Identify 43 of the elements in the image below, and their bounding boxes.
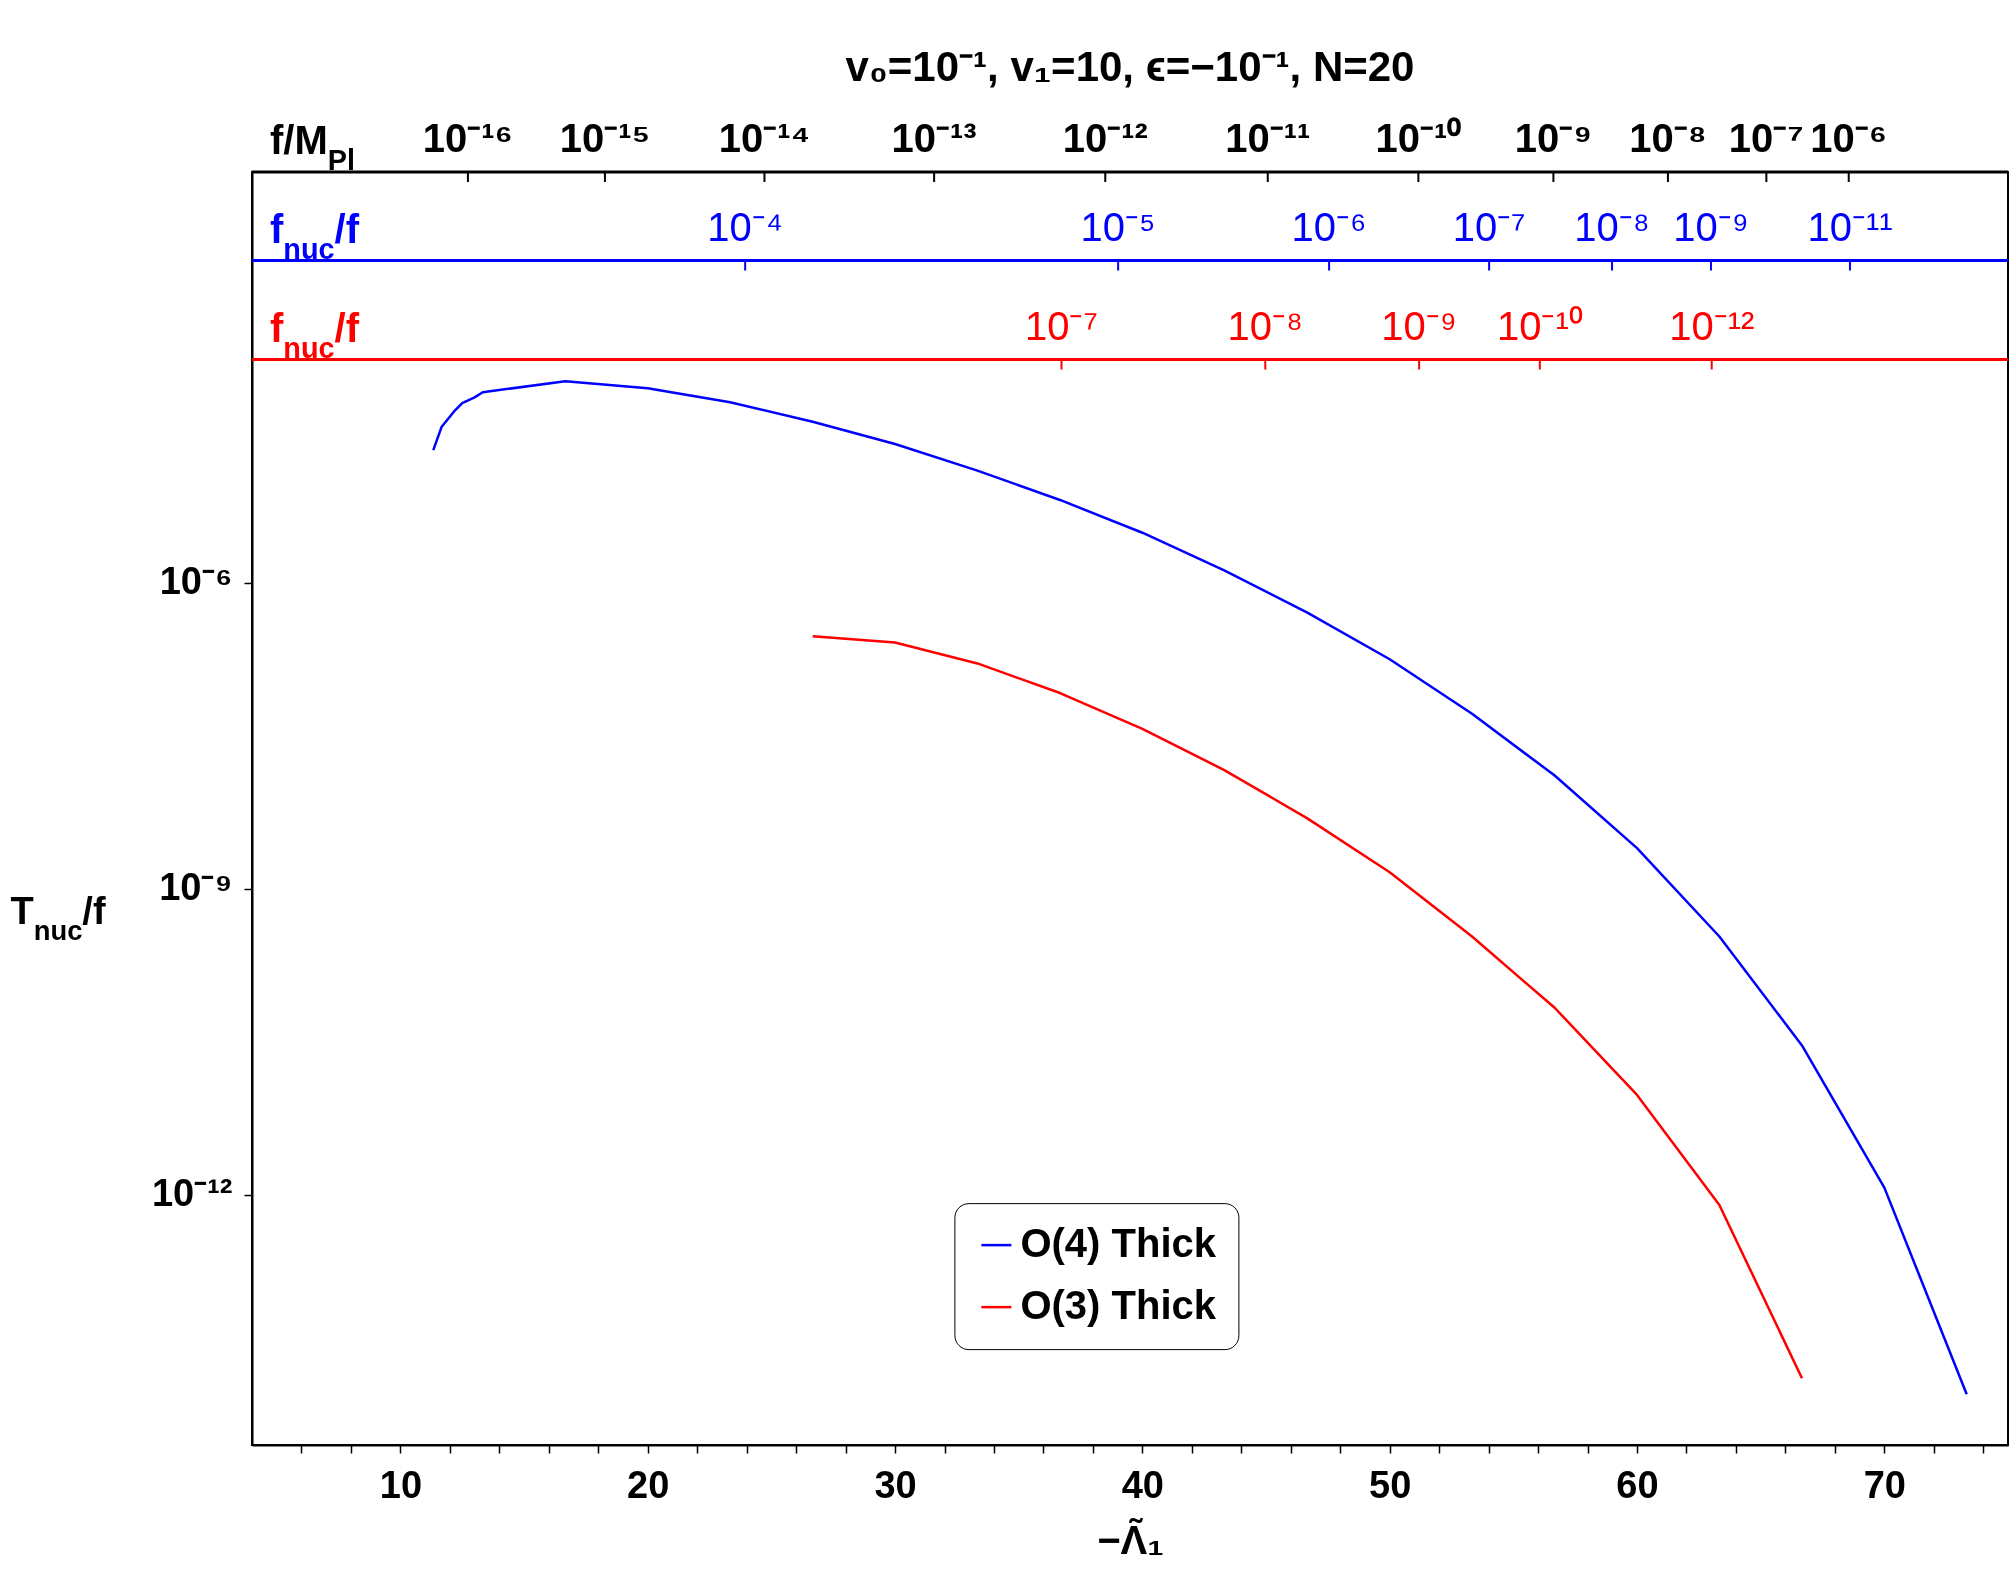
x-tick-label: 70 xyxy=(1863,1463,1906,1506)
annotation: 10⁻⁹ xyxy=(1381,303,1457,348)
x-tick-label: 10 xyxy=(379,1463,423,1506)
annotation: 10⁻¹⁴ xyxy=(718,116,811,160)
line-series xyxy=(432,379,1968,1396)
x-tick-label: 30 xyxy=(874,1463,917,1506)
y-tick-label: 10⁻⁹ xyxy=(159,866,233,909)
chart-title: v₀=10⁻¹, v₁=10, ϵ=−10⁻¹, N=20 xyxy=(845,43,1415,90)
annotation: 10⁻¹¹ xyxy=(1225,116,1311,160)
annotation: 10⁻¹³ xyxy=(891,116,977,160)
annotation: 10⁻¹² xyxy=(1669,303,1755,348)
annotation: 10⁻⁵ xyxy=(1080,204,1156,249)
y-axis-title: T$_{nuc}$/f xyxy=(10,889,106,945)
x-tick-label: 20 xyxy=(627,1463,670,1506)
legend-label: O(3) Thick xyxy=(1020,1283,1217,1328)
y-tick-label: 10⁻¹² xyxy=(151,1172,233,1215)
annotation: 10⁻⁸ xyxy=(1574,204,1650,249)
annotation: 10⁻⁷ xyxy=(1025,303,1098,348)
x-axis-title: −Λ̃₁ xyxy=(1097,1516,1164,1562)
ref-line-label: f$_{nuc}$/f xyxy=(270,305,360,364)
legend-label: O(4) Thick xyxy=(1020,1221,1217,1266)
annotation: 10⁻¹¹ xyxy=(1807,204,1893,249)
annotation: 10⁻⁹ xyxy=(1514,116,1593,160)
annotation: 10⁻⁴ xyxy=(707,204,784,249)
annotation: 10⁻⁷ xyxy=(1452,204,1526,249)
annotation: 10⁻⁹ xyxy=(1673,204,1749,249)
ref-line-label: f$_{nuc}$/f xyxy=(270,206,360,265)
ref-line-label: f/M$_{Pl}$ xyxy=(270,118,355,176)
x-tick-label: 50 xyxy=(1369,1463,1412,1506)
annotation: 10⁻⁶ xyxy=(1291,204,1367,249)
line-series xyxy=(811,634,1804,1380)
annotation: 10⁻¹⁰ xyxy=(1496,303,1583,348)
x-tick-label: 60 xyxy=(1616,1463,1659,1506)
annotation: 10⁻⁶ xyxy=(1810,116,1888,160)
annotation: 10⁻¹⁰ xyxy=(1375,116,1462,160)
annotation: 10⁻⁸ xyxy=(1629,116,1707,160)
annotation: 10⁻¹² xyxy=(1062,116,1148,160)
annotation: 10⁻⁸ xyxy=(1227,303,1303,348)
annotation: 10⁻¹⁶ xyxy=(422,116,514,160)
x-tick-label: 40 xyxy=(1121,1463,1165,1506)
annotation: 10⁻⁷ xyxy=(1728,116,1804,160)
annotation: 10⁻¹⁵ xyxy=(559,116,651,160)
y-tick-label: 10⁻⁶ xyxy=(159,560,233,603)
